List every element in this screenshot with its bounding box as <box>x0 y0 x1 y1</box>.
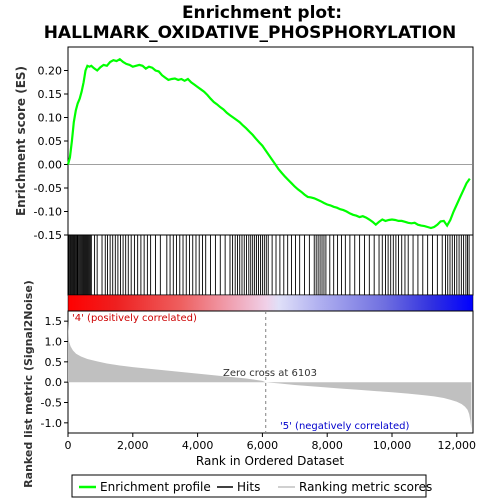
legend-enrichment-label: Enrichment profile <box>100 480 211 494</box>
es-plot-area <box>67 46 474 236</box>
chart-title-line2: HALLMARK_OXIDATIVE_PHOSPHORYLATION <box>44 23 457 43</box>
zero-cross-label: Zero cross at 6103 <box>223 368 317 379</box>
es-y-tick-label: 0.05 <box>38 135 63 148</box>
es-y-axis-ticks: -0.15 -0.10 -0.05 0.00 0.05 0.10 0.15 0.20 <box>34 65 68 242</box>
hits-group <box>68 235 470 295</box>
ranking-metric-area <box>68 321 472 429</box>
es-y-tick-label: -0.15 <box>34 229 62 242</box>
positive-correlation-label: '4' (positively correlated) <box>72 313 197 324</box>
x-tick-label: 12,000 <box>438 439 477 452</box>
rank-color-bar <box>67 294 474 312</box>
x-axis-label: Rank in Ordered Dataset <box>196 454 344 468</box>
metric-y-axis-ticks: -1.0 -0.5 0.0 0.5 1.0 1.5 <box>41 315 68 430</box>
es-y-tick-label: 0.20 <box>38 65 63 78</box>
x-tick-label: 2,000 <box>117 439 149 452</box>
metric-y-tick-label: -1.0 <box>41 417 62 430</box>
es-y-tick-label: 0.00 <box>38 159 63 172</box>
x-tick-label: 8,000 <box>311 439 343 452</box>
x-tick-label: 10,000 <box>373 439 412 452</box>
es-y-tick-label: -0.10 <box>34 206 62 219</box>
metric-y-axis-label: Ranked list metric (Signal2Noise) <box>22 280 35 488</box>
legend-ranking-label: Ranking metric scores <box>299 480 432 494</box>
hits-panel <box>67 234 474 296</box>
enrichment-profile-line <box>66 57 471 230</box>
metric-y-tick-label: 1.5 <box>45 315 63 328</box>
x-tick-label: 4,000 <box>182 439 214 452</box>
metric-y-tick-label: 0.0 <box>45 376 63 389</box>
legend-hits-label: Hits <box>237 480 260 494</box>
es-y-tick-label: -0.05 <box>34 182 62 195</box>
x-tick-label: 0 <box>65 439 72 452</box>
es-y-tick-label: 0.15 <box>38 88 63 101</box>
es-y-tick-label: 0.10 <box>38 112 63 125</box>
chart-title-line1: Enrichment plot: <box>182 3 342 23</box>
metric-y-tick-label: 1.0 <box>45 336 63 349</box>
negative-correlation-label: '5' (negatively correlated) <box>280 421 409 432</box>
metric-y-tick-label: -0.5 <box>41 397 62 410</box>
x-axis-ticks: 0 2,000 4,000 6,000 8,000 10,000 12,000 <box>65 433 477 452</box>
x-tick-label: 6,000 <box>247 439 279 452</box>
legend-box <box>71 474 427 498</box>
es-y-axis-label: Enrichment score (ES) <box>14 66 28 216</box>
metric-y-tick-label: 0.5 <box>45 356 63 369</box>
